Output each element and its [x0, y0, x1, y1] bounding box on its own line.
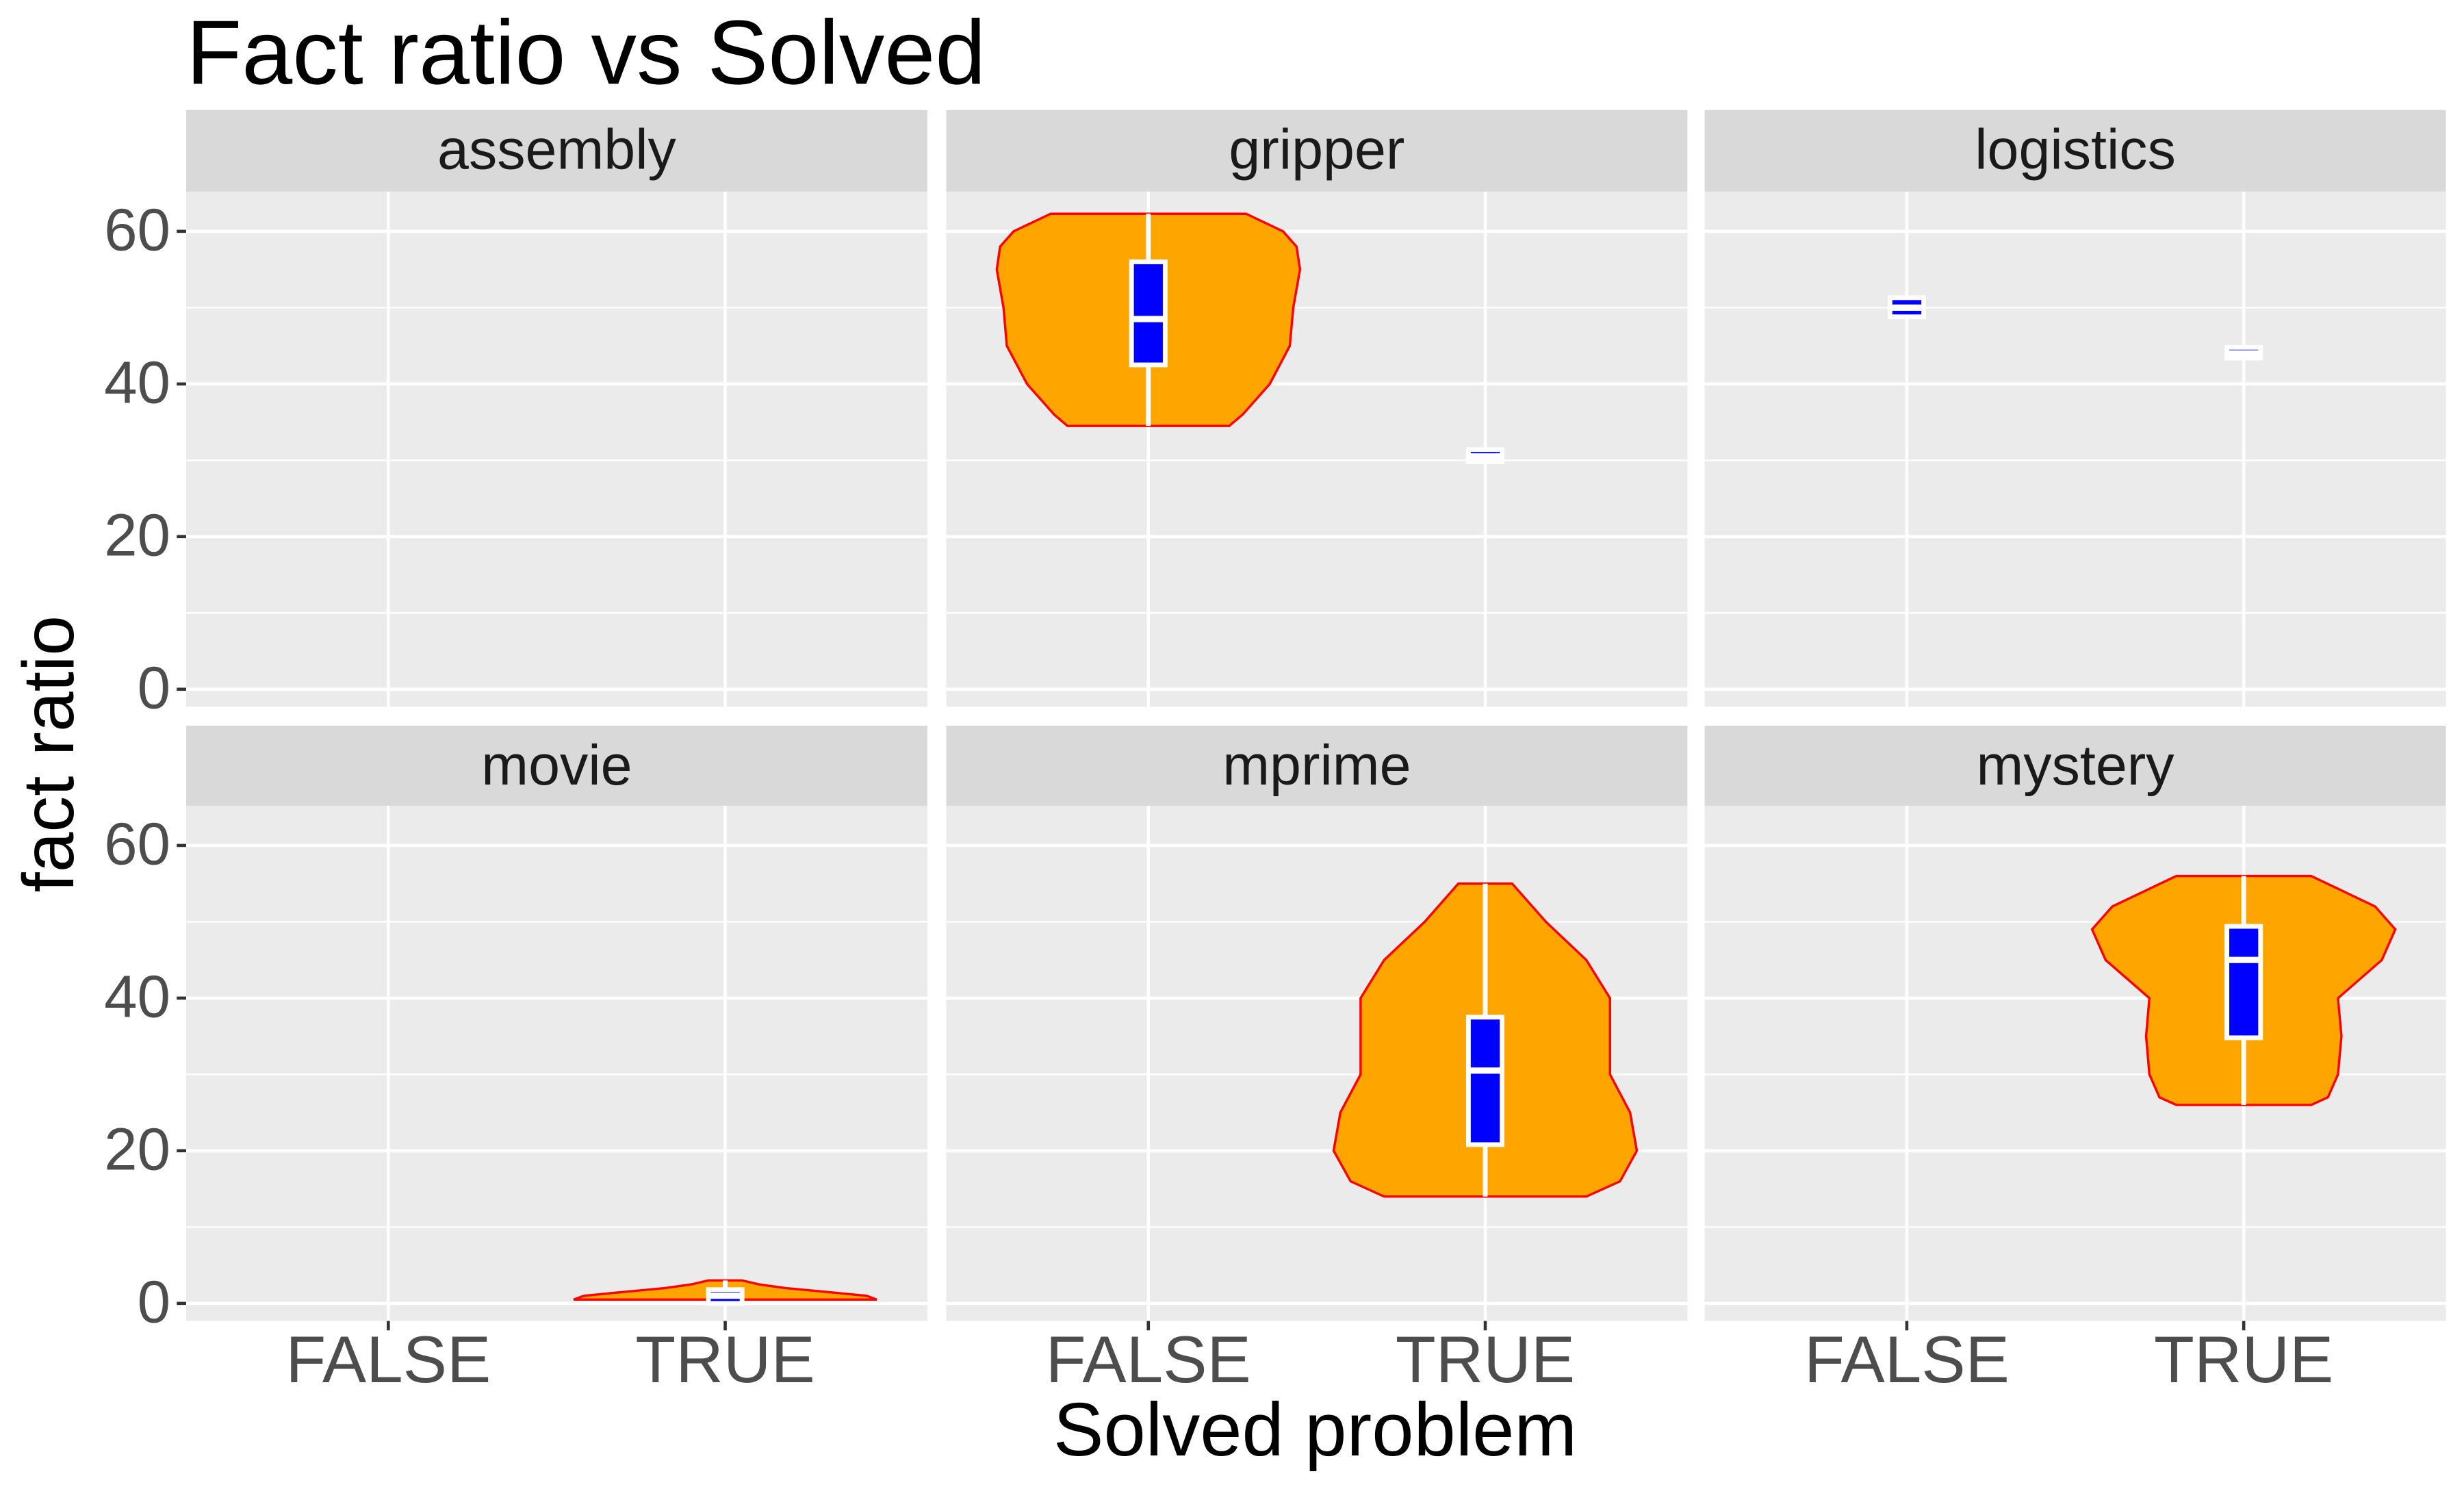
- strip-label: gripper: [1229, 118, 1404, 181]
- y-tick-label: 0: [138, 654, 170, 721]
- y-axis-label: fact ratio: [8, 615, 89, 893]
- strip-background: [946, 725, 1688, 808]
- strip-label: mprime: [1222, 733, 1411, 797]
- strip-label: movie: [481, 733, 632, 797]
- strip-background: [1704, 110, 2446, 192]
- y-tick-label: 0: [138, 1269, 170, 1335]
- x-tick-label: FALSE: [1804, 1323, 2010, 1397]
- strip-background: [185, 110, 927, 192]
- y-tick-label: 20: [104, 1117, 170, 1183]
- chart-title: Fact ratio vs Solved: [186, 2, 986, 103]
- strip-background: [1704, 725, 2446, 808]
- y-tick-label: 40: [104, 964, 170, 1030]
- x-tick-label: FALSE: [1046, 1323, 1251, 1397]
- strip-background: [946, 110, 1688, 192]
- x-tick-label: TRUE: [635, 1323, 814, 1397]
- strip-label: assembly: [437, 118, 676, 181]
- strip-label: logistics: [1975, 118, 2176, 181]
- box: [1465, 1015, 1505, 1147]
- strip-background: [185, 725, 927, 808]
- x-axis-label: Solved problem: [1053, 1388, 1577, 1472]
- box: [1129, 259, 1168, 368]
- strip-label: mystery: [1977, 733, 2175, 797]
- panel-background: [185, 191, 927, 707]
- x-tick-label: FALSE: [285, 1323, 491, 1397]
- y-tick-label: 60: [104, 811, 170, 878]
- box: [2224, 924, 2263, 1041]
- x-tick-label: TRUE: [2154, 1323, 2333, 1397]
- y-tick-label: 60: [104, 196, 170, 263]
- x-tick-label: TRUE: [1396, 1323, 1575, 1397]
- panel-background: [185, 805, 927, 1321]
- panel-background: [1704, 191, 2446, 707]
- y-tick-label: 20: [104, 502, 170, 568]
- y-tick-label: 40: [104, 349, 170, 416]
